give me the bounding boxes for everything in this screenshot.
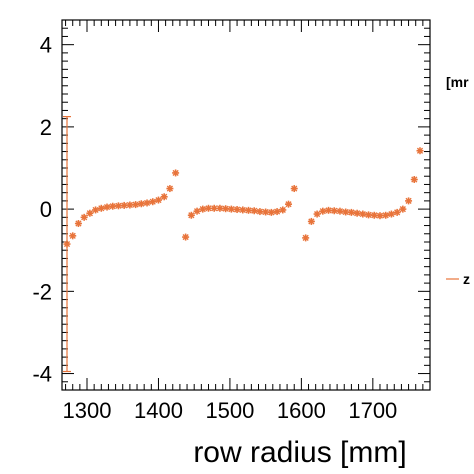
data-point — [86, 209, 94, 217]
data-point — [285, 200, 293, 208]
data-point — [307, 217, 315, 225]
y-tick-label: 4 — [40, 33, 52, 58]
data-point — [187, 211, 195, 219]
data-point — [80, 213, 88, 221]
data-point — [399, 205, 407, 213]
data-point — [416, 147, 424, 155]
data-point — [313, 210, 321, 218]
data-point — [325, 206, 333, 214]
data-point — [273, 208, 281, 216]
data-point — [172, 169, 180, 177]
data-point — [239, 206, 247, 214]
data-point — [279, 206, 287, 214]
data-point — [92, 206, 100, 214]
data-point — [359, 210, 367, 218]
x-axis-label: row radius [mm] — [193, 436, 406, 469]
data-point — [365, 211, 373, 219]
data-point — [69, 232, 77, 240]
data-point — [342, 208, 350, 216]
data-point — [245, 206, 253, 214]
data-point — [143, 199, 151, 207]
data-point — [353, 209, 361, 217]
data-markers — [63, 116, 424, 373]
x-tick-label: 1600 — [277, 398, 326, 423]
data-point — [199, 205, 207, 213]
data-point — [302, 234, 310, 242]
data-point — [267, 208, 275, 216]
x-tick-label: 1300 — [63, 398, 112, 423]
data-point — [290, 185, 298, 193]
plot-frame — [61, 19, 431, 391]
data-point — [250, 207, 258, 215]
data-point — [382, 211, 390, 219]
data-point — [63, 240, 71, 248]
data-point — [166, 185, 174, 193]
data-point — [132, 201, 140, 209]
data-point — [160, 193, 168, 201]
data-point — [154, 196, 162, 204]
data-point — [410, 176, 418, 184]
data-point — [319, 207, 327, 215]
data-point — [193, 207, 201, 215]
x-tick-label: 1400 — [134, 398, 183, 423]
data-point — [405, 197, 413, 205]
data-point — [227, 205, 235, 213]
data-point — [204, 204, 212, 212]
x-tick-label: 1700 — [348, 398, 397, 423]
y-tick-label: 0 — [40, 197, 52, 222]
legend-label-partial: z — [463, 271, 470, 287]
data-point — [387, 210, 395, 218]
axis-ticks: 1300 1400 1500 1600 1700 -4 -2 0 2 4 — [32, 20, 431, 423]
data-point — [336, 207, 344, 215]
y-tick-label: -4 — [32, 362, 52, 387]
data-point — [137, 200, 145, 208]
data-point — [182, 233, 190, 241]
y-tick-label: -2 — [32, 279, 52, 304]
data-point — [149, 198, 157, 206]
data-point — [347, 208, 355, 216]
unit-label-partial: [mr — [446, 74, 469, 90]
data-point — [97, 204, 105, 212]
data-point — [103, 203, 111, 211]
data-point — [393, 208, 401, 216]
y-tick-label: 2 — [40, 115, 52, 140]
x-tick-label: 1500 — [205, 398, 254, 423]
data-point — [74, 220, 82, 227]
